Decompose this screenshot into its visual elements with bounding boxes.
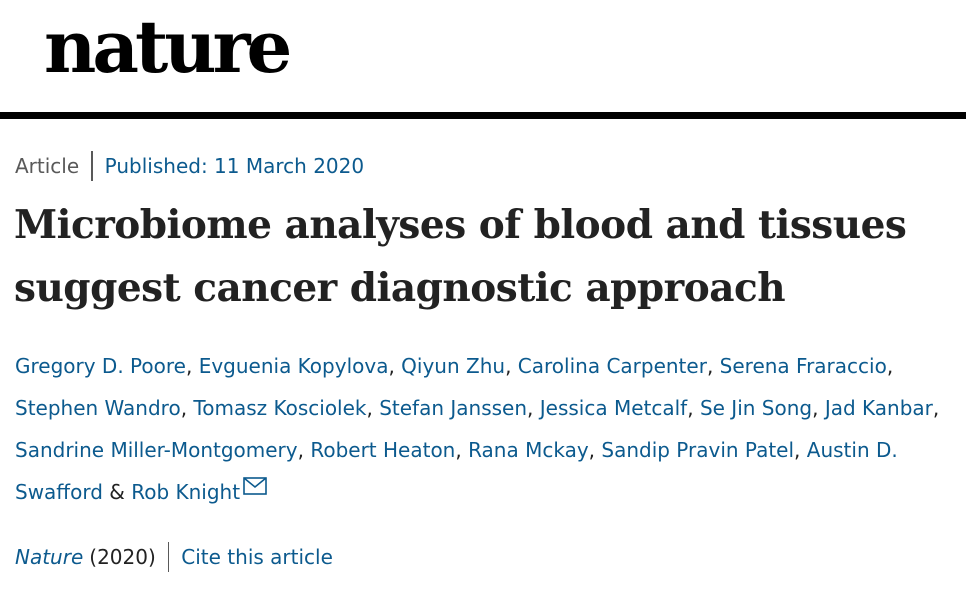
- author-link[interactable]: Sandrine Miller-Montgomery: [15, 438, 298, 462]
- author-separator: ,: [455, 438, 469, 462]
- author-item: Jessica Metcalf,: [540, 396, 700, 420]
- author-link[interactable]: Sandip Pravin Patel: [601, 438, 795, 462]
- author-separator: ,: [505, 354, 518, 378]
- author-item: Serena Fraraccio,: [720, 354, 894, 378]
- author-separator: ,: [588, 438, 602, 462]
- author-link[interactable]: Evguenia Kopylova: [198, 354, 389, 378]
- published-date: Published: 11 March 2020: [104, 154, 365, 178]
- author-item: Robert Heaton,: [310, 438, 468, 462]
- author-separator: ,: [180, 396, 194, 420]
- author-item: Carolina Carpenter,: [518, 354, 720, 378]
- author-separator: ,: [706, 354, 720, 378]
- author-link[interactable]: Gregory D. Poore: [15, 354, 186, 378]
- author-list: Gregory D. Poore, Evguenia Kopylova, Qiy…: [15, 345, 945, 513]
- author-separator: ,: [297, 438, 311, 462]
- envelope-icon[interactable]: [243, 477, 267, 495]
- masthead-rule: [0, 112, 966, 119]
- author-item: Qiyun Zhu,: [401, 354, 518, 378]
- masthead: nature: [0, 0, 966, 112]
- journal-name[interactable]: Nature: [15, 545, 84, 569]
- author-separator: ,: [185, 354, 199, 378]
- author-separator: ,: [886, 354, 894, 378]
- author-separator: ,: [794, 438, 807, 462]
- author-separator: ,: [932, 396, 940, 420]
- author-separator: ,: [812, 396, 825, 420]
- author-link[interactable]: Stefan Janssen: [379, 396, 528, 420]
- author-separator: ,: [527, 396, 540, 420]
- author-item: Sandip Pravin Patel,: [601, 438, 806, 462]
- article-title: Microbiome analyses of blood and tissues…: [14, 202, 907, 311]
- author-link[interactable]: Robert Heaton: [310, 438, 456, 462]
- author-separator: &: [102, 480, 132, 504]
- author-link[interactable]: Austin D. Swafford: [15, 438, 898, 504]
- author-separator: ,: [366, 396, 380, 420]
- author-separator: ,: [388, 354, 402, 378]
- author-item: Jad Kanbar,: [825, 396, 939, 420]
- author-link[interactable]: Qiyun Zhu: [401, 354, 506, 378]
- author-item: Se Jin Song,: [700, 396, 825, 420]
- author-item: Sandrine Miller-Montgomery,: [15, 438, 310, 462]
- article-type: Article: [15, 154, 80, 178]
- author-item: Gregory D. Poore,: [15, 354, 199, 378]
- cite-this-article-link[interactable]: Cite this article: [181, 545, 333, 569]
- author-item: Stefan Janssen,: [379, 396, 540, 420]
- author-link[interactable]: Jessica Metcalf: [539, 396, 688, 420]
- nature-logo[interactable]: nature: [44, 4, 292, 89]
- meta-divider: [91, 151, 93, 181]
- author-link[interactable]: Tomasz Kosciolek: [193, 396, 367, 420]
- author-link[interactable]: Serena Fraraccio: [719, 354, 887, 378]
- author-link[interactable]: Rana Mckay: [468, 438, 589, 462]
- author-item: Evguenia Kopylova,: [199, 354, 401, 378]
- author-item: Rana Mckay,: [468, 438, 601, 462]
- author-item: Rob Knight: [131, 477, 267, 504]
- author-link[interactable]: Rob Knight: [131, 480, 241, 504]
- author-link[interactable]: Jad Kanbar: [824, 396, 933, 420]
- author-item: Tomasz Kosciolek,: [193, 396, 379, 420]
- citation-divider: [167, 542, 170, 572]
- author-link[interactable]: Stephen Wandro: [15, 396, 181, 420]
- author-separator: ,: [687, 396, 700, 420]
- author-item: Stephen Wandro,: [15, 396, 193, 420]
- publication-year: (2020): [89, 545, 156, 569]
- author-item: Austin D. Swafford &: [15, 438, 898, 504]
- citation-line: Nature (2020) Cite this article: [15, 541, 333, 573]
- author-link[interactable]: Carolina Carpenter: [517, 354, 707, 378]
- author-link[interactable]: Se Jin Song: [699, 396, 813, 420]
- article-meta: Article Published: 11 March 2020: [15, 150, 364, 182]
